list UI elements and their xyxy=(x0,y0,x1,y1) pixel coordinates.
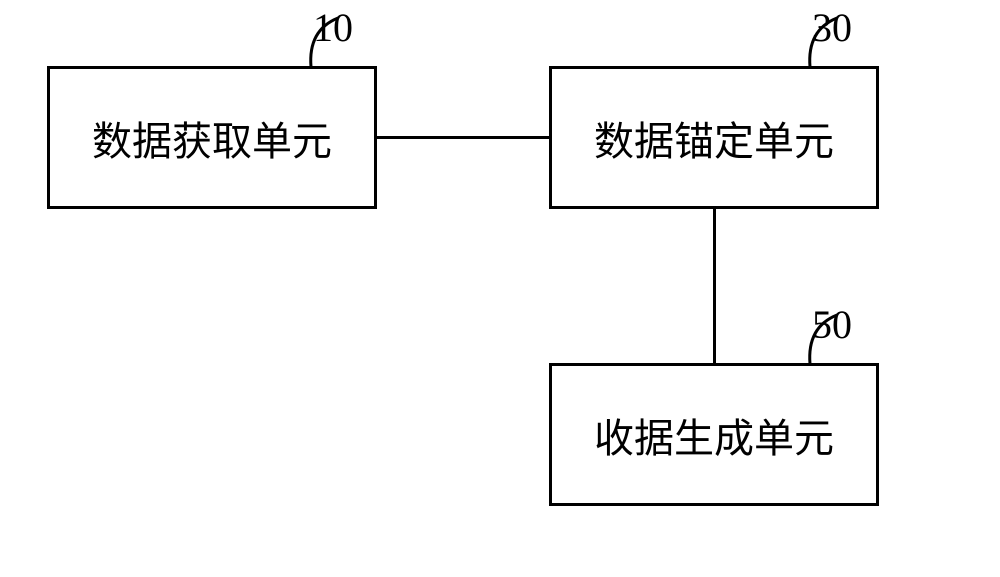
reference-number-50: 50 xyxy=(812,301,852,348)
leader-line-50 xyxy=(0,0,1000,577)
diagram-canvas: { "background_color": "#ffffff", "stroke… xyxy=(0,0,1000,577)
